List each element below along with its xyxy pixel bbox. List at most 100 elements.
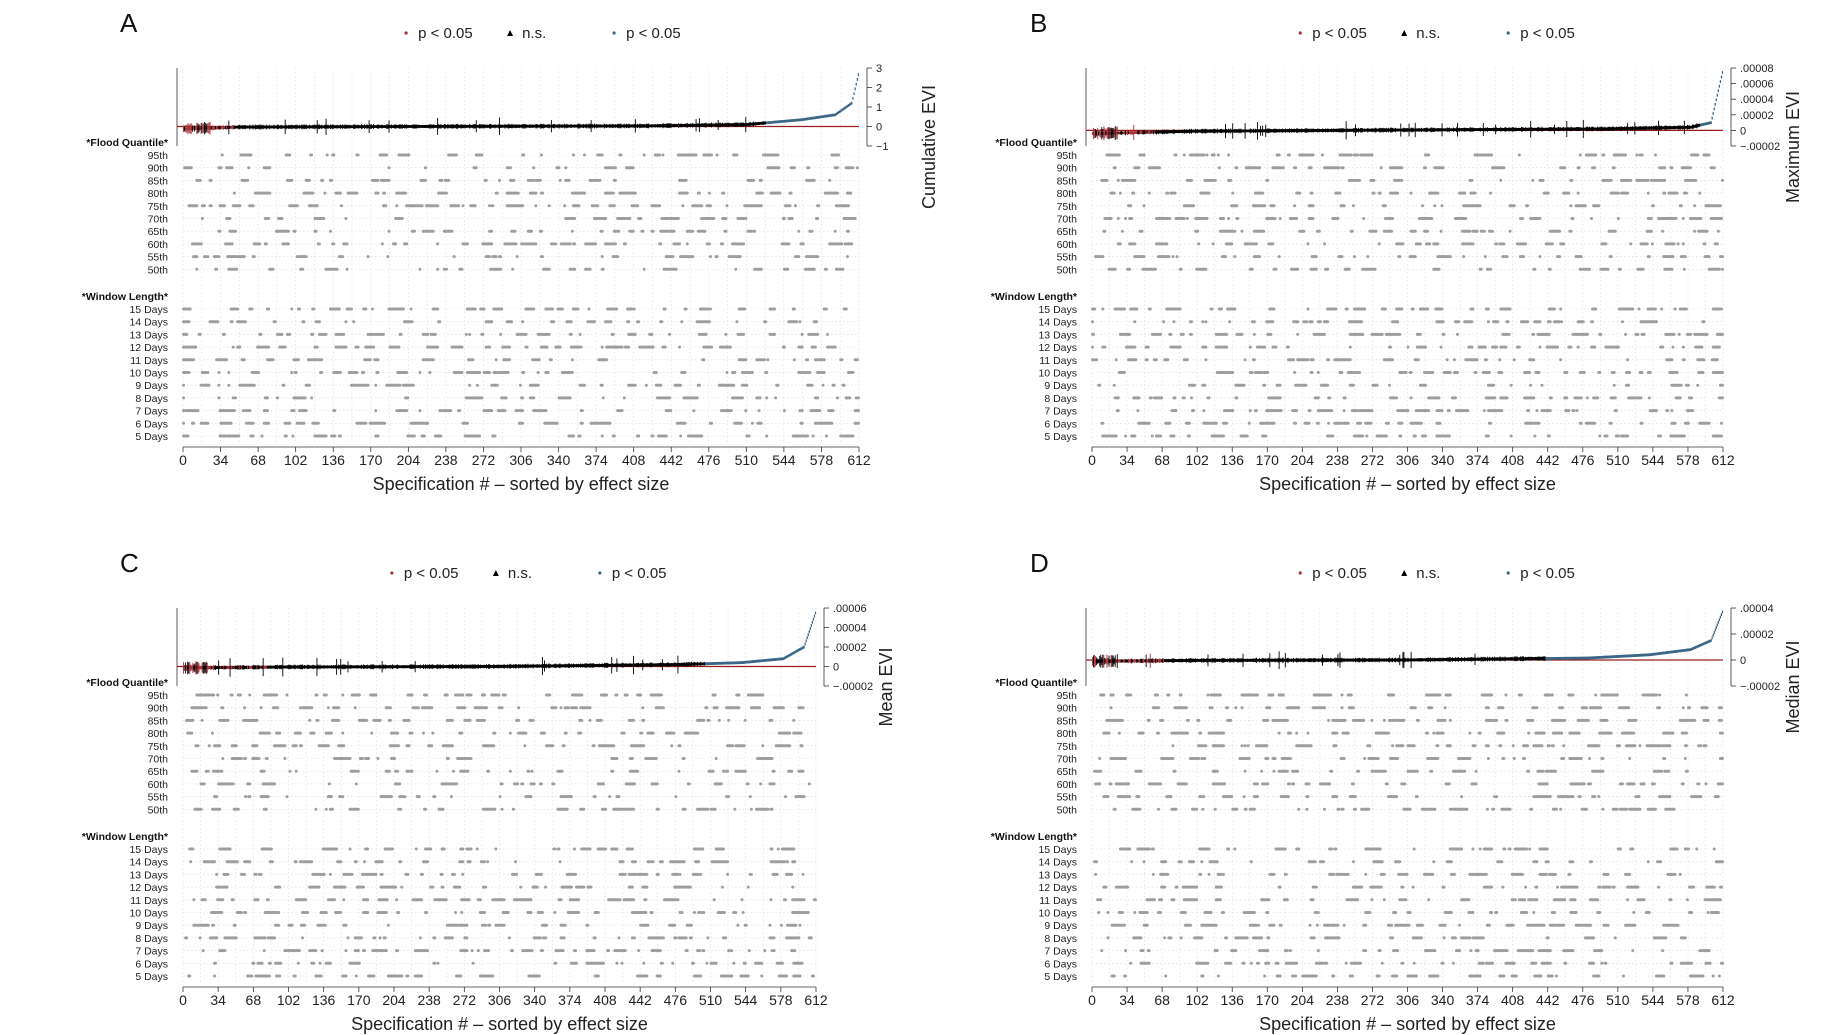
estimate-point: [836, 111, 839, 115]
estimate-point: [1165, 130, 1167, 134]
estimate-point: [1341, 128, 1343, 132]
indicator-dot: [206, 255, 210, 259]
indicator-dot: [217, 255, 221, 259]
estimate-point: [623, 124, 625, 128]
indicator-row-label: 90th: [148, 163, 169, 175]
estimate-point: [1346, 128, 1348, 132]
estimate-point: [659, 124, 661, 128]
estimate-point: [765, 121, 767, 125]
indicator-dot: [569, 332, 573, 336]
indicator-dot: [383, 421, 387, 425]
estimate-point: [811, 116, 813, 120]
estimate-point: [559, 124, 561, 128]
estimate-point: [448, 124, 450, 128]
estimate-point: [1379, 128, 1381, 132]
indicator-dot: [851, 166, 855, 170]
estimate-point: [1214, 129, 1216, 133]
estimate-point: [575, 124, 577, 128]
estimate-point: [615, 124, 618, 128]
estimate-point: [412, 125, 414, 128]
indicator-dot: [534, 204, 538, 208]
indicator-dot: [376, 191, 380, 195]
indicator-dot: [747, 434, 751, 438]
indicator-dot: [450, 229, 454, 233]
indicator-dot: [507, 358, 511, 362]
indicator-dot: [658, 153, 662, 157]
estimate-point: [190, 127, 192, 130]
indicator-dot: [697, 383, 701, 387]
y-tick-label: 1: [876, 102, 882, 114]
indicator-dot: [312, 307, 316, 311]
indicator-dot: [310, 153, 314, 157]
estimate-point: [374, 125, 376, 129]
estimate-point: [369, 125, 371, 129]
estimate-point: [360, 125, 362, 129]
estimate-point: [1246, 129, 1248, 133]
estimate-point: [1253, 129, 1255, 133]
indicator-dot: [521, 409, 525, 413]
estimate-point: [390, 125, 392, 128]
estimate-point: [334, 125, 336, 129]
estimate-point: [467, 124, 470, 128]
estimate-point: [417, 125, 419, 128]
estimate-point: [425, 125, 428, 128]
indicator-dot: [364, 421, 368, 425]
estimate-point: [434, 125, 436, 128]
estimate-point: [834, 113, 836, 117]
estimate-point: [610, 124, 612, 128]
estimate-point: [329, 125, 332, 129]
indicator-dot: [651, 229, 655, 233]
indicator-dot: [515, 255, 519, 259]
estimate-point: [773, 120, 776, 124]
estimate-point: [1241, 129, 1243, 133]
estimate-point: [597, 124, 599, 128]
indicator-dot: [273, 320, 277, 324]
indicator-dot: [199, 242, 203, 246]
indicator-dot: [314, 229, 318, 233]
legend-label: p < 0.05: [1312, 25, 1367, 42]
indicator-dot: [315, 204, 319, 208]
indicator-dot: [494, 358, 498, 362]
indicator-dot: [695, 396, 699, 400]
indicator-dot: [410, 320, 414, 324]
estimate-point: [285, 125, 287, 129]
estimate-point: [411, 125, 413, 128]
estimate-point: [1133, 131, 1135, 134]
estimate-point: [568, 124, 570, 128]
indicator-dot: [288, 332, 292, 336]
estimate-point: [1122, 131, 1125, 135]
estimate-point: [385, 125, 387, 128]
indicator-dot: [525, 345, 529, 349]
estimate-point: [429, 125, 431, 128]
estimate-point: [709, 123, 712, 127]
estimate-point: [206, 126, 208, 130]
indicator-dot: [290, 307, 294, 311]
estimate-point: [187, 127, 189, 131]
estimate-point: [343, 125, 345, 129]
indicator-dot: [228, 217, 232, 220]
estimate-point: [1205, 129, 1207, 133]
estimate-point: [842, 107, 844, 111]
indicator-dot: [222, 332, 226, 336]
estimate-point: [1310, 129, 1312, 132]
estimates: [182, 73, 860, 136]
indicator-dot: [400, 217, 404, 220]
estimate-point: [733, 123, 735, 127]
estimate-point: [1297, 129, 1299, 133]
indicator-dot: [444, 191, 448, 195]
indicator-dot: [412, 434, 416, 438]
indicator-dot: [605, 358, 609, 362]
indicator-dot: [766, 358, 770, 362]
indicator-dot: [583, 153, 587, 157]
estimate-point: [270, 125, 272, 129]
estimate-point: [609, 124, 611, 128]
indicator-dot: [384, 204, 388, 208]
indicator-dot: [826, 332, 830, 336]
indicator-dot: [759, 178, 763, 182]
estimate-point: [545, 124, 547, 128]
estimate-point: [481, 124, 483, 128]
estimate-point: [453, 124, 455, 128]
estimate-point: [247, 125, 249, 129]
estimate-point: [1244, 129, 1246, 133]
estimate-point: [465, 124, 467, 128]
